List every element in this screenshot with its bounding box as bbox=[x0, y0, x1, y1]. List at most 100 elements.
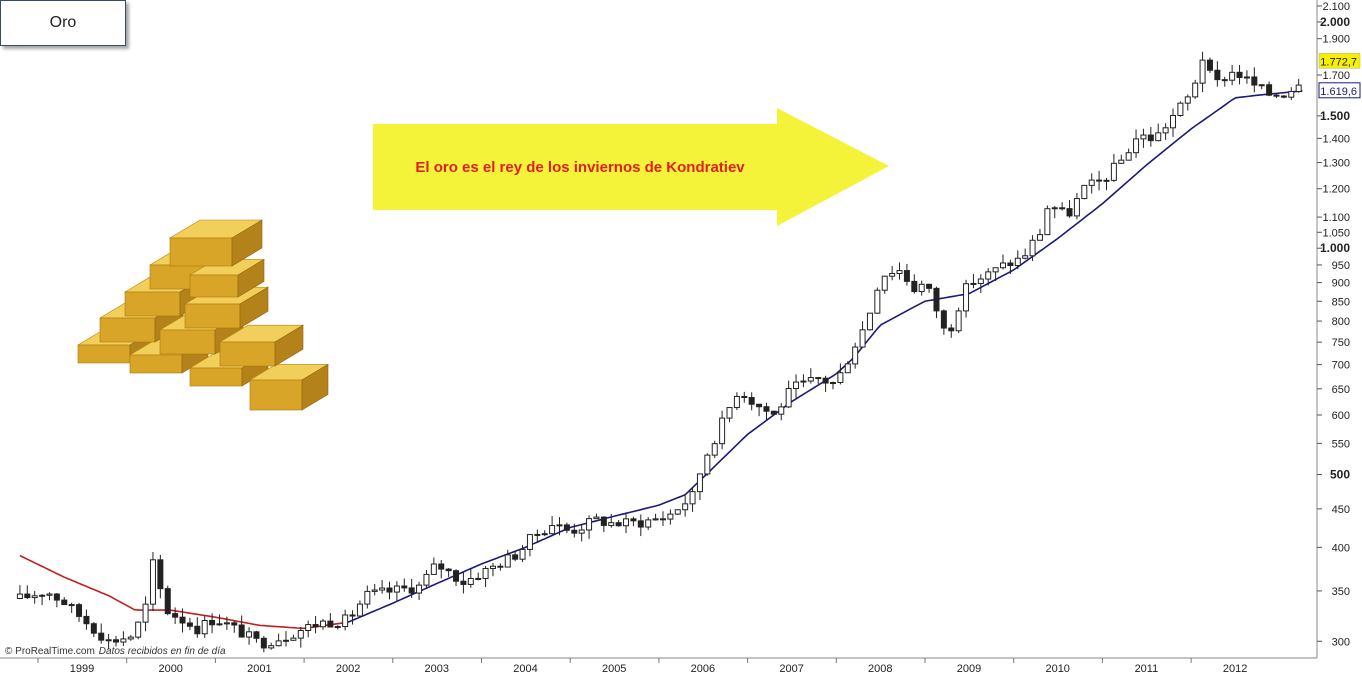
candle-body bbox=[157, 559, 164, 590]
candle-body bbox=[209, 619, 216, 626]
candle-body bbox=[231, 622, 238, 626]
candle-body bbox=[268, 645, 275, 649]
candle-body bbox=[223, 622, 230, 625]
candle-body bbox=[807, 377, 814, 382]
candle-body bbox=[1073, 198, 1080, 217]
candle-body bbox=[76, 604, 83, 617]
candle-body bbox=[349, 614, 356, 617]
y-tick-label: 2.000 bbox=[1320, 15, 1350, 29]
credit-source: © ProRealTime.com bbox=[5, 646, 95, 657]
candle-body bbox=[903, 270, 910, 282]
candle-body bbox=[39, 594, 46, 597]
candle-body bbox=[290, 637, 297, 641]
candle-body bbox=[608, 522, 615, 526]
gold-bar-front bbox=[169, 237, 233, 267]
candle-body bbox=[733, 395, 740, 409]
candle-body bbox=[172, 613, 179, 618]
x-tick-label: 2001 bbox=[247, 663, 271, 675]
gold-bar-front bbox=[189, 274, 239, 298]
candle-body bbox=[541, 533, 548, 536]
ma-value-label: 1.619,6 bbox=[1320, 86, 1357, 98]
candle-body bbox=[822, 377, 829, 384]
candle-body bbox=[1192, 82, 1199, 98]
candle-body bbox=[98, 632, 105, 641]
gold-bar-side bbox=[239, 286, 269, 329]
gold-bar-front bbox=[129, 354, 183, 374]
candle-body bbox=[756, 403, 763, 408]
candle-body bbox=[68, 604, 75, 607]
candle-body bbox=[1162, 127, 1169, 134]
candle-body bbox=[652, 518, 659, 521]
candle-body bbox=[896, 270, 903, 274]
candle-body bbox=[600, 516, 607, 526]
candle-body bbox=[1088, 179, 1095, 186]
candle-body bbox=[918, 283, 925, 293]
candle-body bbox=[127, 636, 134, 640]
candle-body bbox=[1236, 71, 1243, 78]
x-tick-label: 2010 bbox=[1045, 663, 1069, 675]
candle-body bbox=[1243, 76, 1250, 79]
candle-body bbox=[1096, 179, 1103, 182]
candle-body bbox=[1110, 162, 1117, 181]
candle-body bbox=[1221, 79, 1228, 82]
candle-body bbox=[866, 312, 873, 331]
y-tick-label: 1.500 bbox=[1320, 109, 1350, 123]
candle-body bbox=[970, 282, 977, 285]
y-tick-label: 1.100 bbox=[1322, 212, 1350, 224]
candle-body bbox=[977, 278, 984, 284]
candle-body bbox=[275, 640, 282, 647]
candle-body bbox=[719, 417, 726, 445]
gold-bar-front bbox=[189, 367, 243, 387]
candle-body bbox=[763, 406, 770, 412]
candle-body bbox=[1118, 159, 1125, 164]
candle-body bbox=[1140, 134, 1147, 140]
candle-body bbox=[135, 621, 142, 638]
candle-body bbox=[430, 563, 437, 575]
candle-body bbox=[61, 599, 68, 606]
candle-body bbox=[1199, 59, 1206, 84]
candle-body bbox=[1229, 71, 1236, 81]
candle-body bbox=[53, 593, 60, 601]
candle-body bbox=[1251, 76, 1258, 86]
candle-body bbox=[386, 587, 393, 593]
y-tick-label: 2.100 bbox=[1322, 1, 1350, 13]
candle-body bbox=[519, 548, 526, 560]
candle-body bbox=[83, 615, 90, 625]
candle-body bbox=[1059, 207, 1066, 210]
candle-body bbox=[704, 454, 711, 475]
y-tick-label: 900 bbox=[1332, 278, 1350, 290]
candle-body bbox=[319, 620, 326, 628]
candle-body bbox=[1000, 262, 1007, 269]
candle-body bbox=[667, 513, 674, 520]
y-tick-label: 550 bbox=[1332, 438, 1350, 450]
gold-bar-side bbox=[231, 219, 263, 267]
x-tick-label: 2008 bbox=[868, 663, 892, 675]
candle-body bbox=[1155, 132, 1162, 142]
candle-body bbox=[416, 584, 423, 594]
gold-bar-front bbox=[184, 303, 241, 329]
ma-value-badge bbox=[1318, 82, 1361, 99]
candle-body bbox=[216, 623, 223, 626]
gold-bars-image bbox=[76, 219, 330, 411]
candle-body bbox=[1266, 84, 1273, 96]
candle-body bbox=[933, 287, 940, 312]
candle-body bbox=[844, 363, 851, 374]
chart-title: Oro bbox=[0, 0, 126, 46]
candle-body bbox=[1280, 95, 1287, 98]
candle-body bbox=[238, 624, 245, 638]
candle-body bbox=[674, 509, 681, 515]
candle-body bbox=[859, 329, 866, 348]
candle-body bbox=[696, 473, 703, 493]
y-tick-label: 750 bbox=[1332, 337, 1350, 349]
candle-body bbox=[578, 529, 585, 534]
candle-body bbox=[1288, 90, 1295, 98]
candle-body bbox=[283, 639, 290, 642]
last-price-badge bbox=[1318, 53, 1361, 69]
candle-body bbox=[837, 372, 844, 384]
candle-body bbox=[120, 638, 127, 643]
candle-body bbox=[1295, 84, 1302, 92]
candle-body bbox=[305, 624, 312, 632]
credit-note: Datos recibidos en fin de día bbox=[98, 646, 226, 657]
yellow-arrow: El oro es el rey de los inviernos de Kon… bbox=[373, 108, 889, 226]
candle-body bbox=[963, 283, 970, 312]
